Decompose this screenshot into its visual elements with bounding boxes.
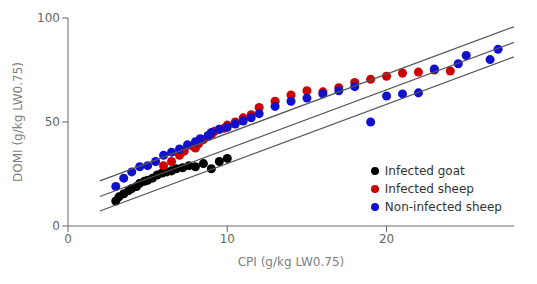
html-text:Infected goat: Infected goat bbox=[384, 164, 465, 178]
svg-text:100: 100 bbox=[37, 11, 60, 25]
svg-text:20: 20 bbox=[379, 232, 394, 246]
svg-text:DOMI (g/kg LW0.75): DOMI (g/kg LW0.75) bbox=[11, 62, 25, 182]
html-text:Infected sheep: Infected sheep bbox=[384, 182, 474, 196]
svg-text:0: 0 bbox=[64, 232, 72, 246]
svg-text:CPI (g/kg LW0.75): CPI (g/kg LW0.75) bbox=[238, 255, 345, 269]
html-text:Non-infected sheep: Non-infected sheep bbox=[384, 200, 502, 214]
svg-text:0: 0 bbox=[52, 219, 60, 233]
svg-text:50: 50 bbox=[45, 115, 60, 129]
svg-text:10: 10 bbox=[220, 232, 235, 246]
